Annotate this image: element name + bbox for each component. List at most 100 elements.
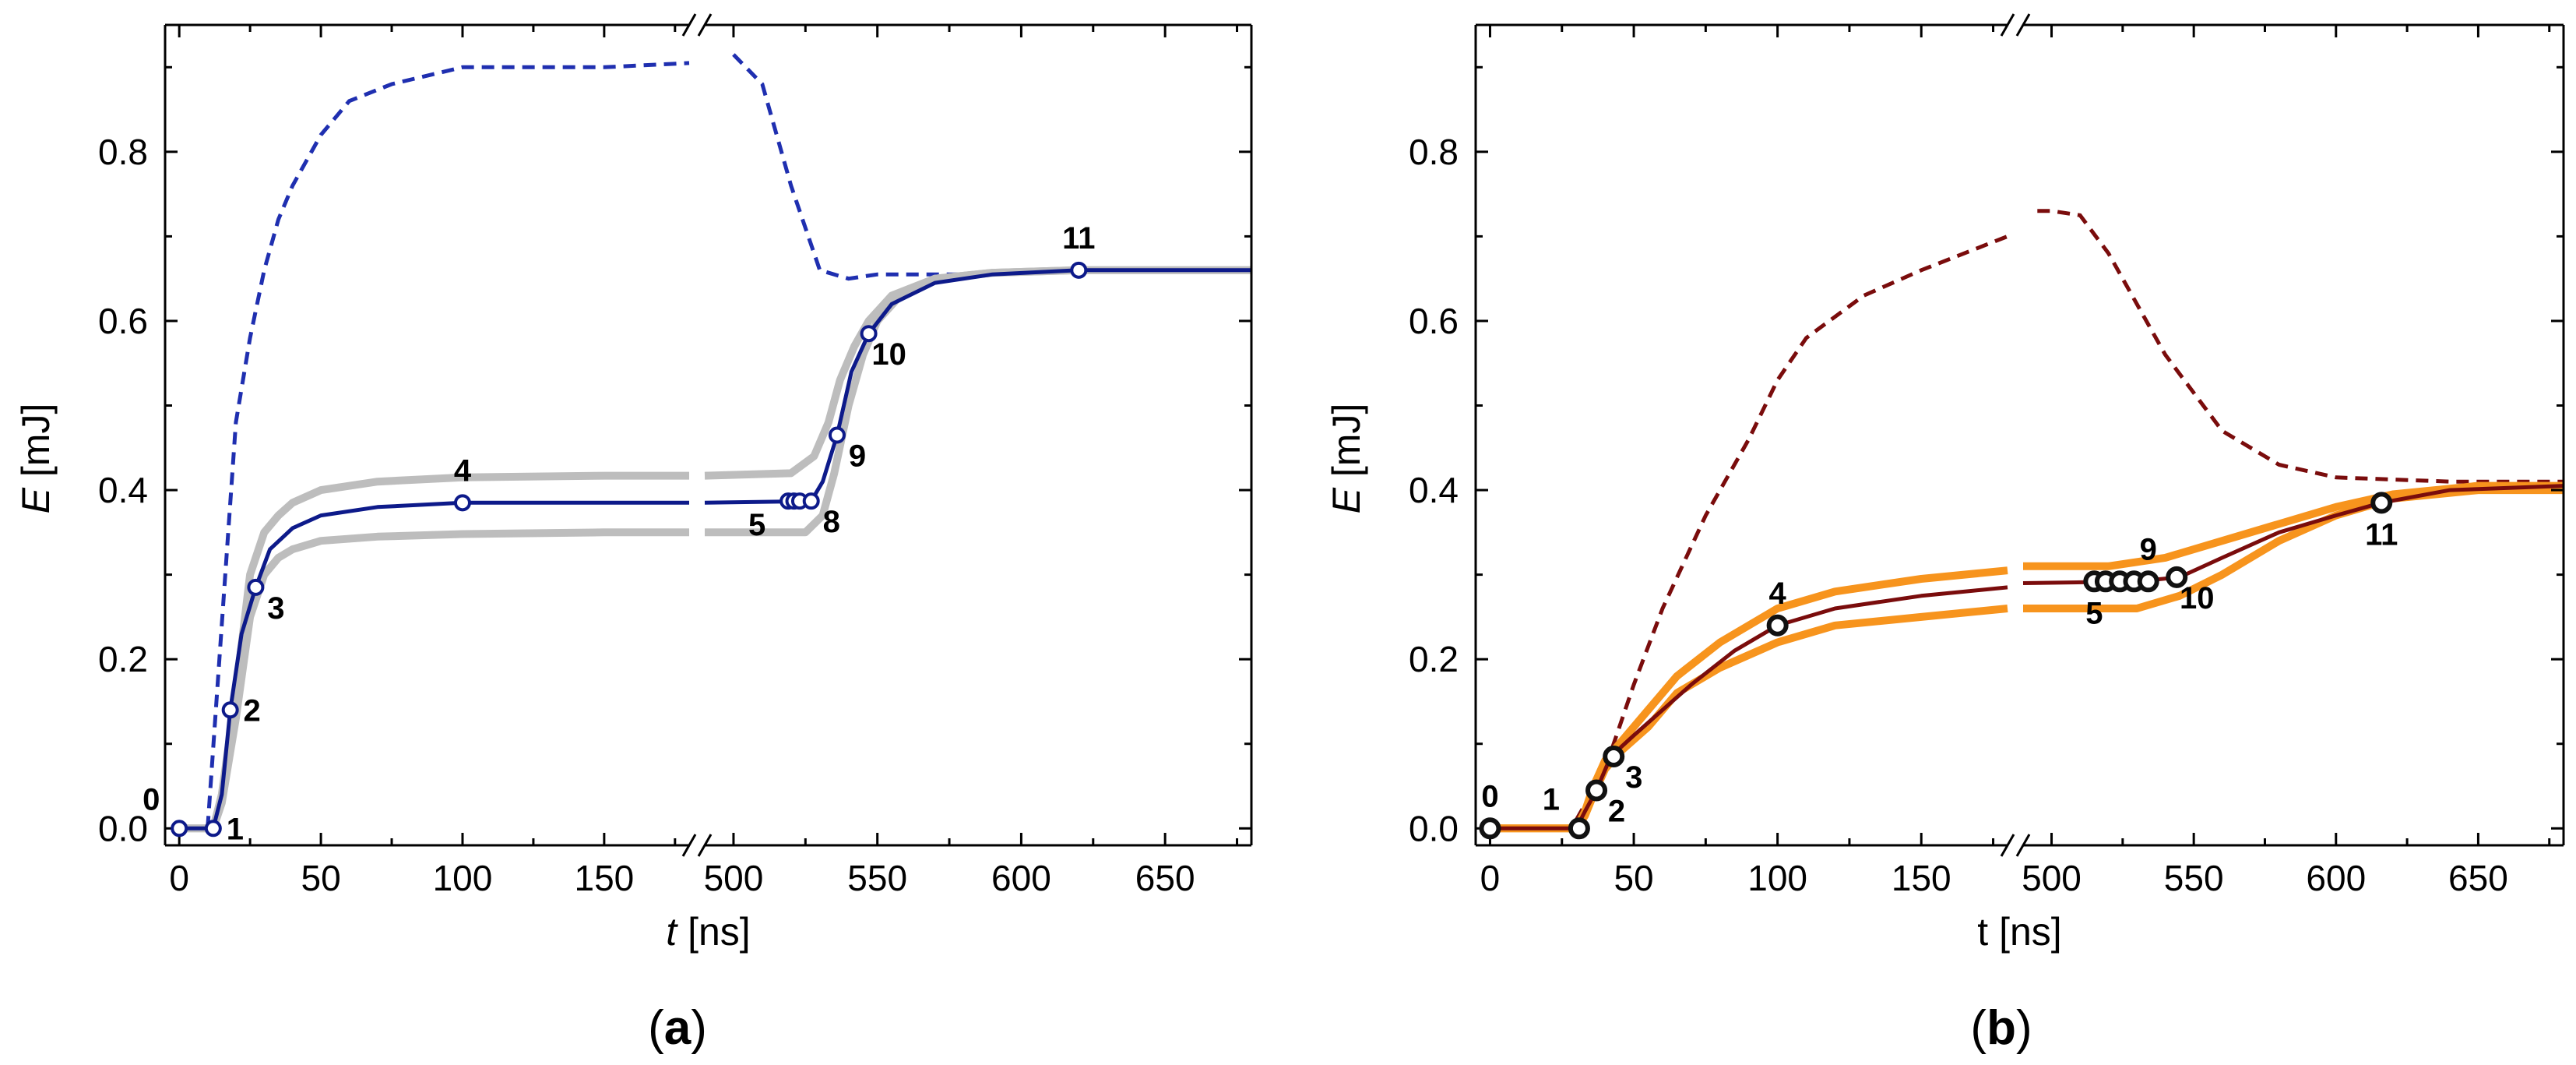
- data-point-label: 3: [1625, 760, 1642, 795]
- y-tick-label: 0.0: [1409, 808, 1459, 848]
- data-point-marker: [828, 426, 846, 444]
- y-axis-title: E [mJ]: [14, 404, 58, 514]
- x-axis-title-unit: [ns]: [1988, 910, 2061, 954]
- data-point-marker: [453, 494, 471, 512]
- data-point-label: 4: [1769, 577, 1787, 611]
- data-point-marker: [1585, 779, 1608, 802]
- x-tick-label: 150: [1892, 858, 1951, 898]
- data-point-marker: [1070, 261, 1088, 279]
- x-axis-title-symbol: t: [1977, 910, 1988, 954]
- y-axis-title-unit: [mJ]: [14, 404, 58, 488]
- series-main-right: [704, 268, 1251, 505]
- x-axis-title: t [ns]: [1977, 910, 2061, 954]
- data-point-label: 5: [2085, 596, 2103, 630]
- axis-break-mark-top-l: [681, 13, 697, 37]
- series-dashed-left: [206, 61, 690, 829]
- data-point-marker: [1603, 746, 1625, 768]
- data-point-marker: [247, 578, 265, 596]
- data-point-label: 2: [244, 693, 261, 728]
- y-tick-label: 0.2: [98, 639, 148, 679]
- series-dashed-left: [1575, 235, 2008, 821]
- x-tick-label: 100: [433, 858, 493, 898]
- series-upper-band-left: [1490, 566, 2008, 833]
- y-tick-label: 0.6: [98, 301, 148, 341]
- x-axis-title: t [ns]: [666, 910, 750, 954]
- y-tick-label: 0.6: [1409, 301, 1459, 341]
- panel-label-letter: b: [1987, 1001, 2016, 1055]
- y-tick-label: 0.8: [98, 132, 148, 172]
- axis-break-mark-bottom-l: [2000, 834, 2015, 857]
- x-axis-title-symbol: t: [666, 910, 678, 954]
- x-tick-label: 650: [2448, 858, 2508, 898]
- y-tick-label: 0.4: [98, 470, 148, 510]
- data-point-label: 10: [871, 337, 906, 372]
- panel-label: (a): [648, 1001, 707, 1055]
- data-point-label: 0: [143, 782, 160, 816]
- data-point-label: 1: [1543, 782, 1560, 816]
- x-tick-label: 550: [847, 858, 907, 898]
- data-point-marker: [802, 492, 820, 510]
- y-tick-label: 0.2: [1409, 639, 1459, 679]
- axis-break-mark-top-r: [2015, 13, 2031, 37]
- x-tick-label: 150: [574, 858, 634, 898]
- x-tick-label: 0: [1480, 858, 1501, 898]
- panel-label-open: (: [1970, 1001, 1987, 1055]
- axis-break-mark-top-l: [2000, 13, 2015, 37]
- y-axis-title-symbol: E: [14, 487, 58, 513]
- y-axis-title: E [mJ]: [1325, 404, 1368, 514]
- axis-break-mark-bottom-r: [2015, 834, 2031, 857]
- data-point-marker: [860, 325, 878, 343]
- panel-label: (b): [1970, 1001, 2032, 1055]
- series-lower-band-left: [179, 528, 689, 833]
- axis-break-mark-bottom-r: [697, 834, 713, 857]
- data-point-label: 0: [1481, 779, 1498, 813]
- series-dashed-right: [2037, 209, 2564, 484]
- data-point-marker: [204, 820, 222, 838]
- x-tick-label: 650: [1135, 858, 1195, 898]
- y-axis-title-unit: [mJ]: [1325, 404, 1368, 488]
- series-upper-band-right: [704, 266, 1251, 480]
- data-point-marker: [1568, 817, 1590, 840]
- y-tick-label: 0.8: [1409, 132, 1459, 172]
- data-point-label: 9: [2140, 532, 2157, 566]
- data-point-marker: [1479, 817, 1501, 840]
- panel-label-close: ): [691, 1001, 707, 1055]
- panel-label-open: (: [648, 1001, 664, 1055]
- data-point-label: 9: [849, 439, 866, 474]
- axis-break-mark-bottom-l: [681, 834, 697, 857]
- x-tick-label: 100: [1747, 858, 1807, 898]
- data-point-label: 2: [1608, 794, 1625, 828]
- data-point-label: 1: [227, 812, 244, 846]
- x-axis-title-unit: [ns]: [677, 910, 750, 954]
- data-point-marker: [1766, 614, 1789, 637]
- x-tick-label: 550: [2164, 858, 2224, 898]
- x-tick-label: 500: [704, 858, 764, 898]
- data-point-marker: [2137, 570, 2159, 593]
- data-point-marker: [221, 701, 239, 719]
- data-point-marker: [2370, 492, 2393, 514]
- data-point-label: 3: [267, 591, 284, 626]
- x-tick-label: 50: [301, 858, 340, 898]
- x-tick-label: 600: [2306, 858, 2366, 898]
- x-tick-label: 0: [169, 858, 189, 898]
- series-upper-band-right: [2023, 481, 2564, 570]
- axis-break-mark-top-r: [697, 13, 713, 37]
- x-tick-label: 50: [1614, 858, 1653, 898]
- x-tick-label: 500: [2022, 858, 2082, 898]
- x-tick-label: 600: [991, 858, 1051, 898]
- data-point-marker: [171, 820, 188, 838]
- data-point-label: 11: [2365, 517, 2398, 552]
- data-point-label: 5: [748, 508, 765, 542]
- y-axis-title-symbol: E: [1325, 487, 1368, 513]
- y-tick-label: 0.0: [98, 808, 148, 848]
- data-point-label: 11: [1062, 221, 1095, 256]
- data-point-marker: [2166, 566, 2188, 588]
- series-lower-band-right: [2023, 486, 2564, 612]
- panel-label-close: ): [2016, 1001, 2032, 1055]
- data-point-label: 8: [823, 505, 840, 539]
- data-point-label: 4: [454, 453, 472, 488]
- panel-label-letter: a: [664, 1001, 692, 1055]
